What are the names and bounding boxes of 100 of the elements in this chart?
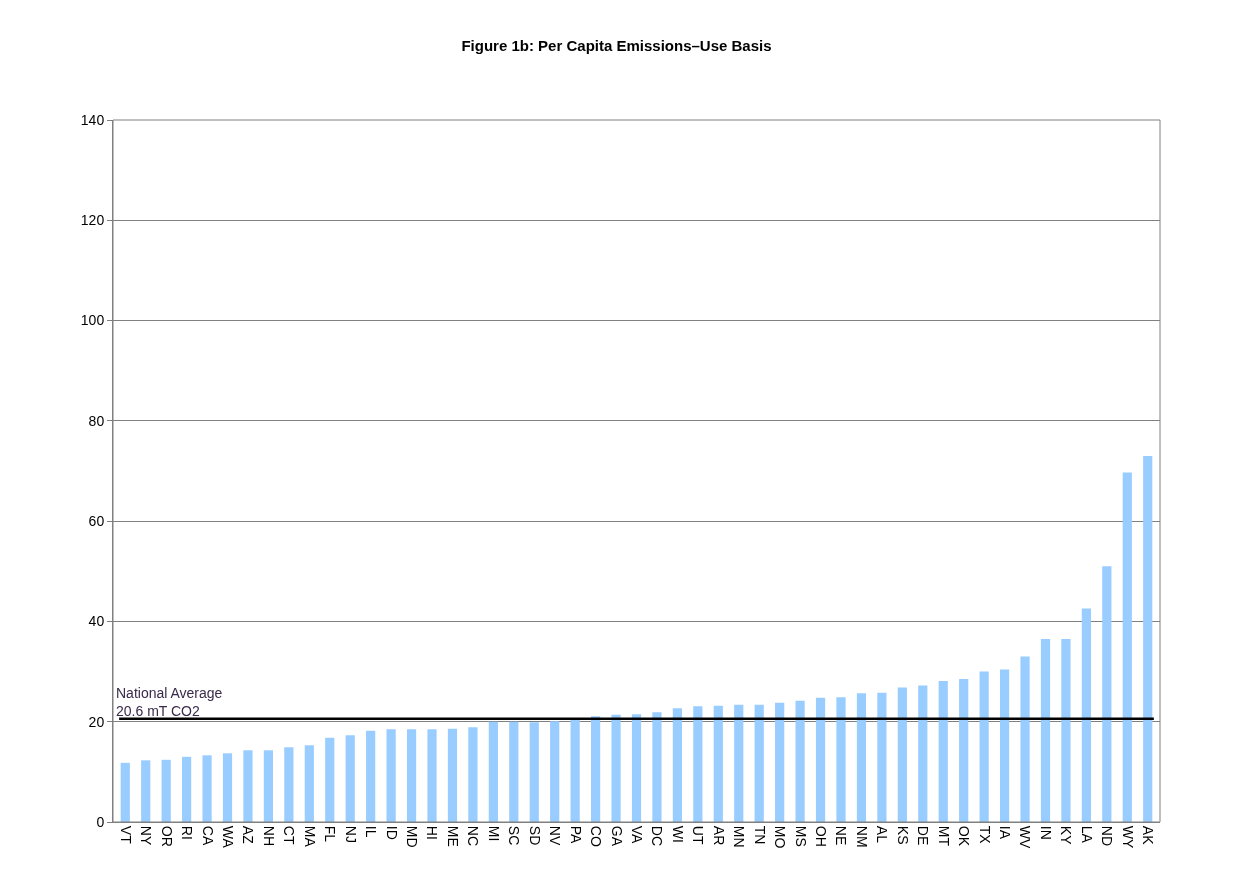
bar — [427, 729, 437, 822]
x-tick-label: IN — [1037, 825, 1054, 840]
x-tick-label: NH — [260, 825, 277, 847]
bar — [529, 722, 539, 822]
x-tick-label: MS — [792, 825, 809, 847]
bar — [672, 708, 682, 822]
y-tick-label: 140 — [80, 111, 105, 128]
bar — [815, 697, 826, 822]
bar — [366, 730, 376, 822]
x-tick-label: VT — [117, 825, 134, 845]
x-tick-label: MT — [935, 825, 952, 847]
bar — [611, 714, 621, 822]
bar — [959, 679, 969, 822]
bar — [325, 737, 335, 822]
bar — [468, 727, 478, 822]
x-tick-label: MO — [772, 825, 789, 849]
x-tick-label: ME — [444, 825, 461, 847]
x-tick-label: OK — [956, 825, 973, 847]
x-tick-label: MI — [485, 825, 502, 842]
bar — [836, 697, 846, 822]
x-tick-label: DC — [649, 825, 666, 847]
y-tick-label: 120 — [80, 212, 105, 229]
x-tick-label: GA — [608, 825, 625, 847]
bar — [795, 700, 805, 822]
x-tick-label: NY — [138, 825, 155, 846]
bar — [652, 712, 662, 822]
x-tick-label: HI — [424, 825, 441, 840]
x-tick-label: ID — [383, 825, 400, 840]
y-tick-label: 80 — [88, 412, 105, 429]
x-tick-label: PA — [567, 825, 584, 845]
x-tick-label: UT — [690, 825, 707, 845]
bar — [447, 728, 458, 822]
bar — [263, 750, 274, 822]
bar — [284, 747, 294, 822]
x-tick-label: AL — [874, 825, 891, 844]
x-tick-label: NE — [833, 825, 850, 846]
y-tick-label: 40 — [88, 613, 105, 630]
x-tick-label: OH — [812, 825, 829, 847]
bar — [406, 729, 417, 822]
chart-title: Figure 1b: Per Capita Emissions–Use Basis — [461, 36, 772, 54]
x-tick-label: WV — [1017, 825, 1034, 850]
bar — [120, 762, 130, 822]
bar — [386, 729, 396, 822]
y-tick-label: 0 — [96, 813, 105, 830]
bar — [734, 704, 744, 822]
bar — [243, 750, 253, 822]
x-tick-label: IA — [997, 825, 1014, 840]
x-tick-label: SD — [526, 825, 543, 846]
bar — [877, 692, 887, 822]
x-tick-label: MN — [731, 825, 748, 848]
bar — [713, 705, 723, 822]
bar — [202, 755, 212, 822]
x-tick-label: WY — [1119, 825, 1136, 850]
x-tick-label: MA — [301, 825, 318, 848]
bar — [1081, 608, 1091, 822]
bar — [1061, 638, 1071, 822]
bar — [591, 716, 601, 822]
x-tick-label: CO — [588, 825, 605, 847]
x-tick-label: NV — [547, 825, 564, 846]
x-tick-label: ND — [1099, 825, 1116, 847]
bar — [161, 759, 171, 822]
x-tick-label: CT — [281, 825, 298, 845]
x-tick-label: RI — [179, 825, 196, 840]
bar — [938, 681, 948, 822]
x-tick-label: KS — [894, 825, 911, 845]
x-tick-label: OR — [158, 825, 175, 847]
x-tick-label: AZ — [240, 825, 257, 845]
y-tick-label: 20 — [88, 713, 105, 730]
bar — [345, 735, 355, 822]
x-tick-label: SC — [506, 825, 523, 846]
bar — [856, 693, 867, 822]
x-tick-label: AR — [710, 825, 727, 846]
bar — [1040, 638, 1051, 822]
x-tick-label: NM — [853, 825, 870, 848]
bar — [1102, 566, 1112, 822]
bar — [488, 721, 498, 822]
bar — [182, 756, 192, 822]
x-tick-label: WA — [219, 825, 236, 849]
x-tick-label: AK — [1140, 825, 1157, 846]
bar — [999, 669, 1010, 822]
bar — [1143, 455, 1153, 822]
bar — [775, 702, 785, 822]
y-tick-label: 100 — [80, 312, 105, 329]
bar — [897, 687, 907, 822]
bar — [141, 760, 151, 822]
x-tick-label: MD — [404, 825, 421, 848]
bar — [550, 721, 560, 822]
bar — [304, 745, 314, 822]
bar — [918, 685, 928, 822]
bar — [222, 753, 233, 822]
x-tick-label: LA — [1078, 825, 1095, 844]
bar — [979, 671, 989, 822]
bar — [570, 718, 580, 822]
ref-line-label: National Average 20.6 mT CO2 — [116, 685, 223, 720]
x-tick-label: NC — [465, 825, 482, 847]
x-tick-label: TX — [976, 825, 993, 845]
bar — [693, 706, 703, 822]
x-tick-label: VA — [628, 825, 645, 845]
bar — [631, 714, 642, 822]
bar — [1122, 472, 1132, 822]
